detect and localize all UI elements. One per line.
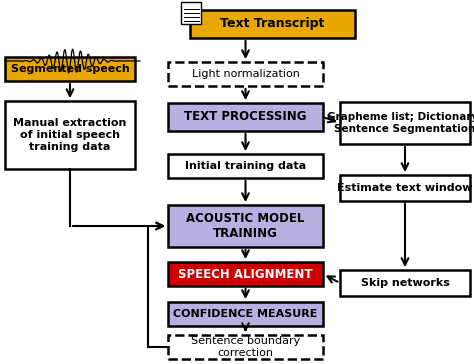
FancyBboxPatch shape (168, 62, 323, 86)
FancyBboxPatch shape (190, 10, 355, 38)
Text: Sentence boundary
correction: Sentence boundary correction (191, 336, 300, 358)
FancyBboxPatch shape (340, 102, 470, 144)
Text: Estimate text window: Estimate text window (337, 183, 473, 193)
FancyBboxPatch shape (168, 205, 323, 247)
FancyBboxPatch shape (168, 302, 323, 326)
FancyBboxPatch shape (168, 103, 323, 131)
Text: ACOUSTIC MODEL
TRAINING: ACOUSTIC MODEL TRAINING (186, 212, 305, 240)
FancyBboxPatch shape (340, 175, 470, 201)
FancyBboxPatch shape (181, 2, 201, 24)
FancyBboxPatch shape (340, 270, 470, 296)
FancyBboxPatch shape (168, 335, 323, 359)
FancyBboxPatch shape (5, 57, 135, 81)
FancyBboxPatch shape (168, 154, 323, 178)
Text: Text Transcript: Text Transcript (220, 17, 325, 31)
Text: Manual extraction
of initial speech
training data: Manual extraction of initial speech trai… (13, 118, 127, 151)
Text: Grapheme list; Dictionary;
Sentence Segmentation: Grapheme list; Dictionary; Sentence Segm… (328, 112, 474, 134)
Text: TEXT PROCESSING: TEXT PROCESSING (184, 111, 307, 123)
Text: Initial training data: Initial training data (185, 161, 306, 171)
Text: Segmented speech: Segmented speech (10, 64, 129, 74)
Text: SPEECH ALIGNMENT: SPEECH ALIGNMENT (178, 268, 313, 281)
FancyBboxPatch shape (168, 262, 323, 286)
FancyBboxPatch shape (5, 101, 135, 169)
Text: CONFIDENCE MEASURE: CONFIDENCE MEASURE (173, 309, 318, 319)
Text: Skip networks: Skip networks (361, 278, 449, 288)
Text: Light normalization: Light normalization (191, 69, 300, 79)
